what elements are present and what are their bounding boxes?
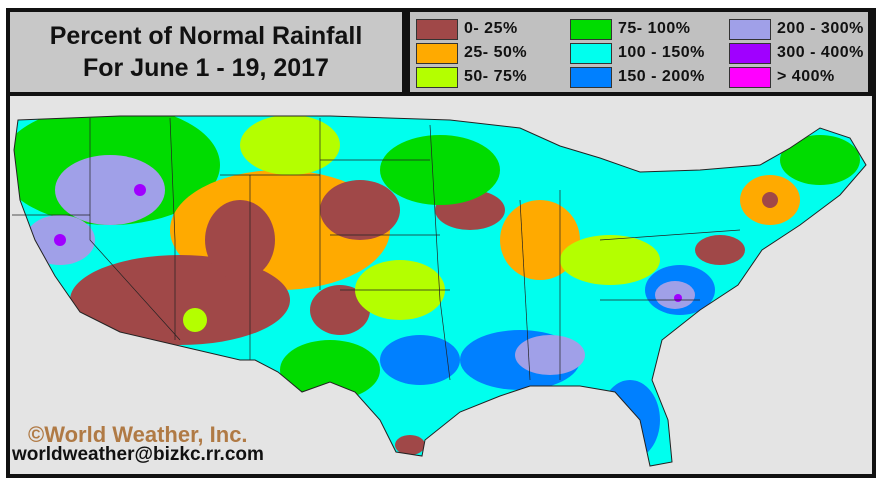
state-borders (12, 117, 741, 381)
legend-swatch (416, 66, 458, 88)
legend-item: 200 - 300% (729, 17, 878, 41)
legend-label: 200 - 300% (777, 20, 864, 37)
legend-item: 0- 25% (416, 17, 566, 41)
legend-item: 75- 100% (570, 17, 725, 41)
copyright-text: ©World Weather, Inc. (28, 422, 248, 447)
legend-swatch (729, 66, 771, 88)
legend-label: > 400% (777, 68, 835, 85)
legend-swatch (729, 18, 771, 40)
legend-item: 300 - 400% (729, 41, 878, 65)
legend-item: 50- 75% (416, 65, 566, 89)
legend-item: 150 - 200% (570, 65, 725, 89)
us-rainfall-map (12, 115, 867, 467)
legend-label: 150 - 200% (618, 68, 705, 85)
legend-swatch (416, 42, 458, 64)
legend-label: 100 - 150% (618, 44, 705, 61)
us-outline (13, 115, 867, 467)
legend-label: 75- 100% (618, 20, 691, 37)
legend-item: > 400% (729, 65, 878, 89)
legend-swatch (416, 18, 458, 40)
legend-label: 0- 25% (464, 20, 518, 37)
title-line-1: Percent of Normal Rainfall (49, 22, 363, 50)
legend-item: 25- 50% (416, 41, 566, 65)
legend-label: 25- 50% (464, 44, 528, 61)
legend-label: 50- 75% (464, 68, 528, 85)
legend-item: 100 - 150% (570, 41, 725, 65)
rainfall-field (14, 116, 866, 466)
legend-label: 300 - 400% (777, 44, 864, 61)
title-box: Percent of Normal Rainfall For June 1 - … (6, 8, 406, 96)
legend-swatch (729, 42, 771, 64)
legend-swatch (570, 66, 612, 88)
legend-swatch (570, 18, 612, 40)
email-text: worldweather@bizkc.rr.com (12, 444, 264, 465)
title-line-2: For June 1 - 19, 2017 (83, 54, 329, 82)
legend-swatch (570, 42, 612, 64)
legend: 0- 25% 25- 50% 50- 75% 75- 100% 100 - 150% 15… (406, 8, 872, 96)
